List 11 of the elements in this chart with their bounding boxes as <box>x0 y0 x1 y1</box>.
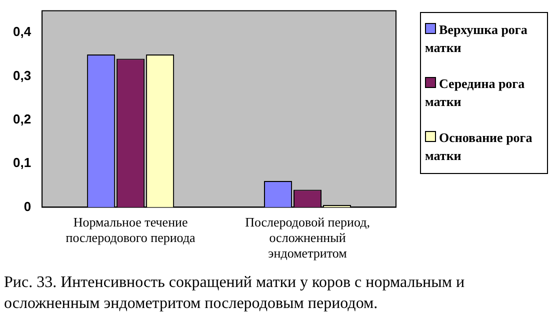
x-tick-label: Послеродовой период, осложненный эндометритом <box>245 214 370 261</box>
y-tick-label: 0,4 <box>12 24 32 40</box>
legend-label: Верхушка рога матки <box>425 22 528 55</box>
legend-label: Середина рога матки <box>425 76 525 109</box>
y-tick-label: 0,2 <box>12 111 32 126</box>
y-tick-label: 0,1 <box>12 155 32 170</box>
legend-label: Основание рога матки <box>425 130 532 163</box>
text: Рис. 33. Интенсивность сокращений матки у коров с нормальным и осложненным эндометритом послеродовым периодом. <box>3 273 466 314</box>
x-tick-label: Нормальное течение послеродового периода <box>66 214 196 246</box>
y-tick-label: 0 <box>24 198 32 214</box>
y-tick-label: 0,3 <box>12 68 32 83</box>
